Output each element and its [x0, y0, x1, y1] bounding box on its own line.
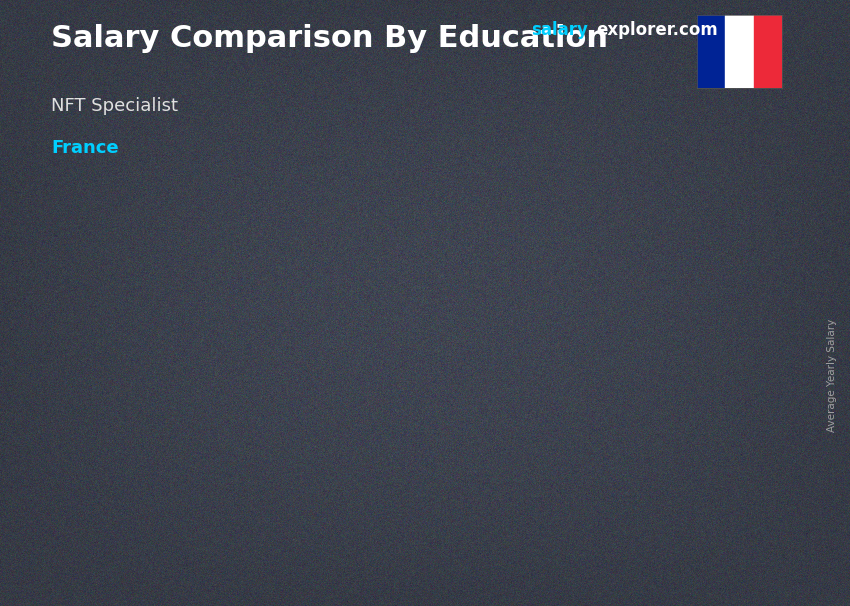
- Bar: [754, 15, 782, 88]
- Text: 26,700 EUR: 26,700 EUR: [115, 388, 201, 401]
- Text: France: France: [51, 139, 119, 158]
- Text: 55,500 EUR: 55,500 EUR: [649, 255, 735, 268]
- Text: 45,100 EUR: 45,100 EUR: [471, 303, 557, 316]
- Bar: [124, 410, 192, 533]
- Text: +23%: +23%: [571, 250, 635, 268]
- Text: salary: salary: [531, 21, 588, 39]
- Bar: [480, 324, 548, 533]
- Text: explorer.com: explorer.com: [597, 21, 718, 39]
- Bar: [725, 15, 754, 88]
- Text: +16%: +16%: [215, 335, 279, 354]
- Bar: [658, 276, 726, 533]
- Text: Salary Comparison By Education: Salary Comparison By Education: [51, 24, 608, 53]
- Text: NFT Specialist: NFT Specialist: [51, 97, 178, 115]
- Bar: [491, 324, 496, 533]
- Text: 30,900 EUR: 30,900 EUR: [293, 368, 379, 382]
- Bar: [314, 390, 318, 533]
- Bar: [135, 410, 140, 533]
- Bar: [697, 15, 725, 88]
- Bar: [302, 390, 370, 533]
- Text: +46%: +46%: [394, 287, 456, 307]
- Text: Average Yearly Salary: Average Yearly Salary: [827, 319, 837, 432]
- Bar: [670, 276, 674, 533]
